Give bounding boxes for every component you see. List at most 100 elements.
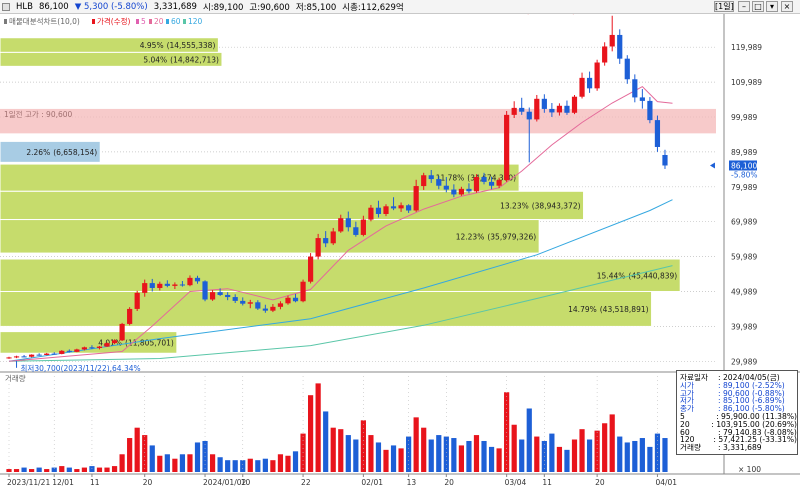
volume-bar (534, 436, 540, 472)
candle-up (579, 77, 585, 97)
volume-bar (647, 446, 653, 472)
volume-bar (330, 427, 336, 472)
profile-bar (0, 331, 178, 354)
volume-bar (458, 445, 464, 472)
candle-up (172, 284, 178, 286)
profile-pct: 12.23% (456, 232, 485, 241)
info-value: : 2024/04/05(금) (718, 373, 780, 382)
x-tick-label: 10 (241, 478, 251, 487)
volume-bar (255, 460, 261, 472)
volume-bar (111, 466, 118, 472)
volume-bar (187, 454, 193, 472)
profile-label: 12.23% (35,979,326) (456, 232, 536, 241)
volume-bar (360, 420, 366, 472)
info-value: : 89,100 (-2.52%) (718, 380, 785, 390)
ma60-legend-swatch (166, 19, 169, 24)
x-tick-label: 2023/11/21 (7, 478, 50, 487)
volume-bar (406, 436, 412, 472)
candle-down (541, 98, 547, 109)
settings-icon[interactable]: ▾ (766, 1, 778, 12)
volume-panel-label: 거래량 (5, 374, 26, 383)
info-row: 20: 103,915.00 (20.69%) (680, 420, 797, 429)
candle-down (240, 300, 246, 304)
candle-down (323, 238, 329, 244)
volume-bar (338, 429, 344, 472)
profile-label: 4.95% (14,555,338) (140, 41, 216, 50)
volume-bar (89, 466, 95, 472)
candle-down (390, 206, 397, 209)
x-tick-label: 20 (143, 478, 153, 487)
profile-pct: 4.95% (140, 41, 164, 50)
candle-down (451, 189, 457, 195)
info-row: 고가: 90,600 (-0.88%) (680, 389, 797, 398)
candle-down (21, 356, 27, 358)
volume-bar (29, 469, 35, 472)
candle-up (360, 219, 366, 235)
candle-up (602, 46, 608, 63)
volume-bar (179, 454, 186, 472)
volume-bar (436, 435, 442, 472)
candle-down (624, 58, 630, 80)
volume-bar (270, 460, 276, 472)
y-tick-label: 109,989 (731, 78, 762, 87)
info-row: 시가: 89,100 (-2.52%) (680, 380, 797, 390)
info-row: 120: 57,421.25 (-33.31%) (680, 436, 797, 444)
y-tick-label: 59,989 (731, 253, 757, 262)
period-button[interactable]: [1일] (714, 1, 734, 12)
candle-up (119, 323, 125, 341)
volume-bar (609, 414, 615, 472)
ma20-line (8, 85, 673, 362)
close-icon[interactable]: × (781, 1, 793, 12)
candle-down (255, 302, 261, 309)
volume-bar (519, 439, 525, 472)
volume-bar (345, 435, 351, 472)
candle-up (496, 180, 502, 186)
candle-down (353, 227, 359, 235)
volume-bar (488, 446, 495, 472)
volume-bar (21, 467, 27, 472)
volume-bar (571, 439, 578, 472)
info-key: 저가 (680, 396, 694, 406)
last-price-box (729, 160, 757, 171)
volume-bar (292, 451, 299, 472)
profile-volume: (43,518,891) (600, 305, 649, 314)
y-tick-label: 99,989 (731, 113, 757, 122)
volume-bar (579, 429, 585, 472)
legend-ma20: 20 (154, 17, 164, 26)
volume-bar (451, 438, 457, 472)
volume-bar (526, 408, 532, 472)
info-row: 종가: 86,100 (-5.80%) (680, 405, 797, 413)
volume-bar (164, 454, 170, 472)
info-value: : 95,900.00 (11.38%) (716, 411, 797, 421)
candle-down (194, 277, 201, 282)
restore-icon[interactable]: □ (752, 1, 764, 12)
profile-label: 5.04% (14,842,713) (143, 55, 219, 64)
volume-bar (308, 395, 314, 472)
profile-pct: 14.79% (568, 305, 597, 314)
ma120-legend-swatch (183, 19, 186, 24)
volume-bar (549, 433, 555, 472)
profile-pct: 4.01% (98, 338, 122, 347)
volume-bar (586, 439, 593, 472)
candle-up (511, 107, 517, 115)
info-value: : 79,140.83 (-8.08%) (718, 427, 797, 437)
candle-up (13, 356, 20, 358)
volume-bar (473, 435, 480, 472)
candle-up (473, 176, 480, 192)
volume-bar (383, 449, 389, 472)
candle-up (383, 206, 389, 214)
profile-label: 14.79% (43,518,891) (568, 305, 648, 314)
volume-bar (119, 454, 125, 472)
volume-bar (443, 436, 449, 472)
profile-bar (0, 140, 101, 163)
info-value: : 57,421.25 (-33.31%) (713, 435, 797, 445)
volume-bar (149, 445, 155, 472)
candles (6, 15, 668, 359)
candle-down (632, 79, 638, 98)
chart-menu-icon[interactable] (2, 2, 10, 11)
y-tick-label: 79,989 (731, 183, 757, 192)
volume-bar (398, 448, 404, 472)
minimize-icon[interactable]: – (738, 1, 750, 12)
candle-up (209, 292, 216, 300)
price-chart[interactable]: 매물대분석차트(10,0) 가격(수정) 5 20 60 120 4.95% (1… (0, 14, 800, 488)
